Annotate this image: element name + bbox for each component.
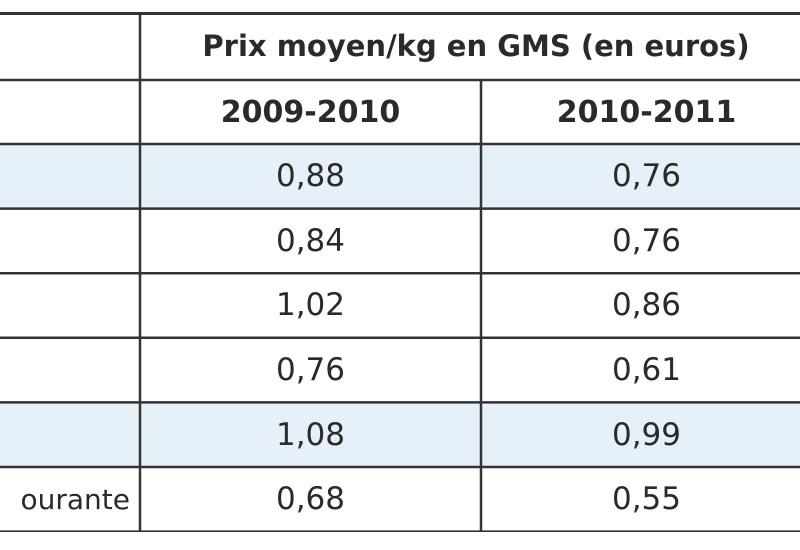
table-cell-2009-2010: 0,68 [275, 481, 346, 518]
table-cell-2010-2011: 0,61 [611, 352, 682, 389]
table-cell-2009-2010: 0,88 [275, 158, 346, 195]
table-cell-2009-2010: 1,08 [275, 416, 346, 453]
table-cell-2009-2010: 0,84 [275, 222, 346, 259]
table-cell-2009-2010: 1,02 [275, 287, 346, 324]
row-shading [0, 402, 800, 467]
row-label [0, 273, 140, 338]
table-grid [0, 12, 800, 532]
row-label [0, 144, 140, 209]
table-title: Prix moyen/kg en GMS (en euros) [202, 29, 750, 63]
row-label: ourante [20, 482, 131, 516]
table-cell-2010-2011: 0,76 [611, 222, 682, 259]
table-cell-2010-2011: 0,76 [611, 158, 682, 195]
table-cell-2010-2011: 0,55 [611, 481, 682, 518]
column-header-2009-2010: 2009-2010 [220, 94, 401, 130]
table-cell-2009-2010: 0,76 [275, 352, 346, 389]
table-cell-2010-2011: 0,99 [611, 416, 682, 453]
row-shading [0, 144, 800, 209]
row-label [0, 338, 140, 403]
row-label [0, 209, 140, 274]
column-header-2010-2011: 2010-2011 [556, 94, 737, 130]
price-table: Prix moyen/kg en GMS (en euros) 2009-201… [0, 12, 800, 532]
table-cell-2010-2011: 0,86 [611, 287, 682, 324]
row-label [0, 402, 140, 467]
